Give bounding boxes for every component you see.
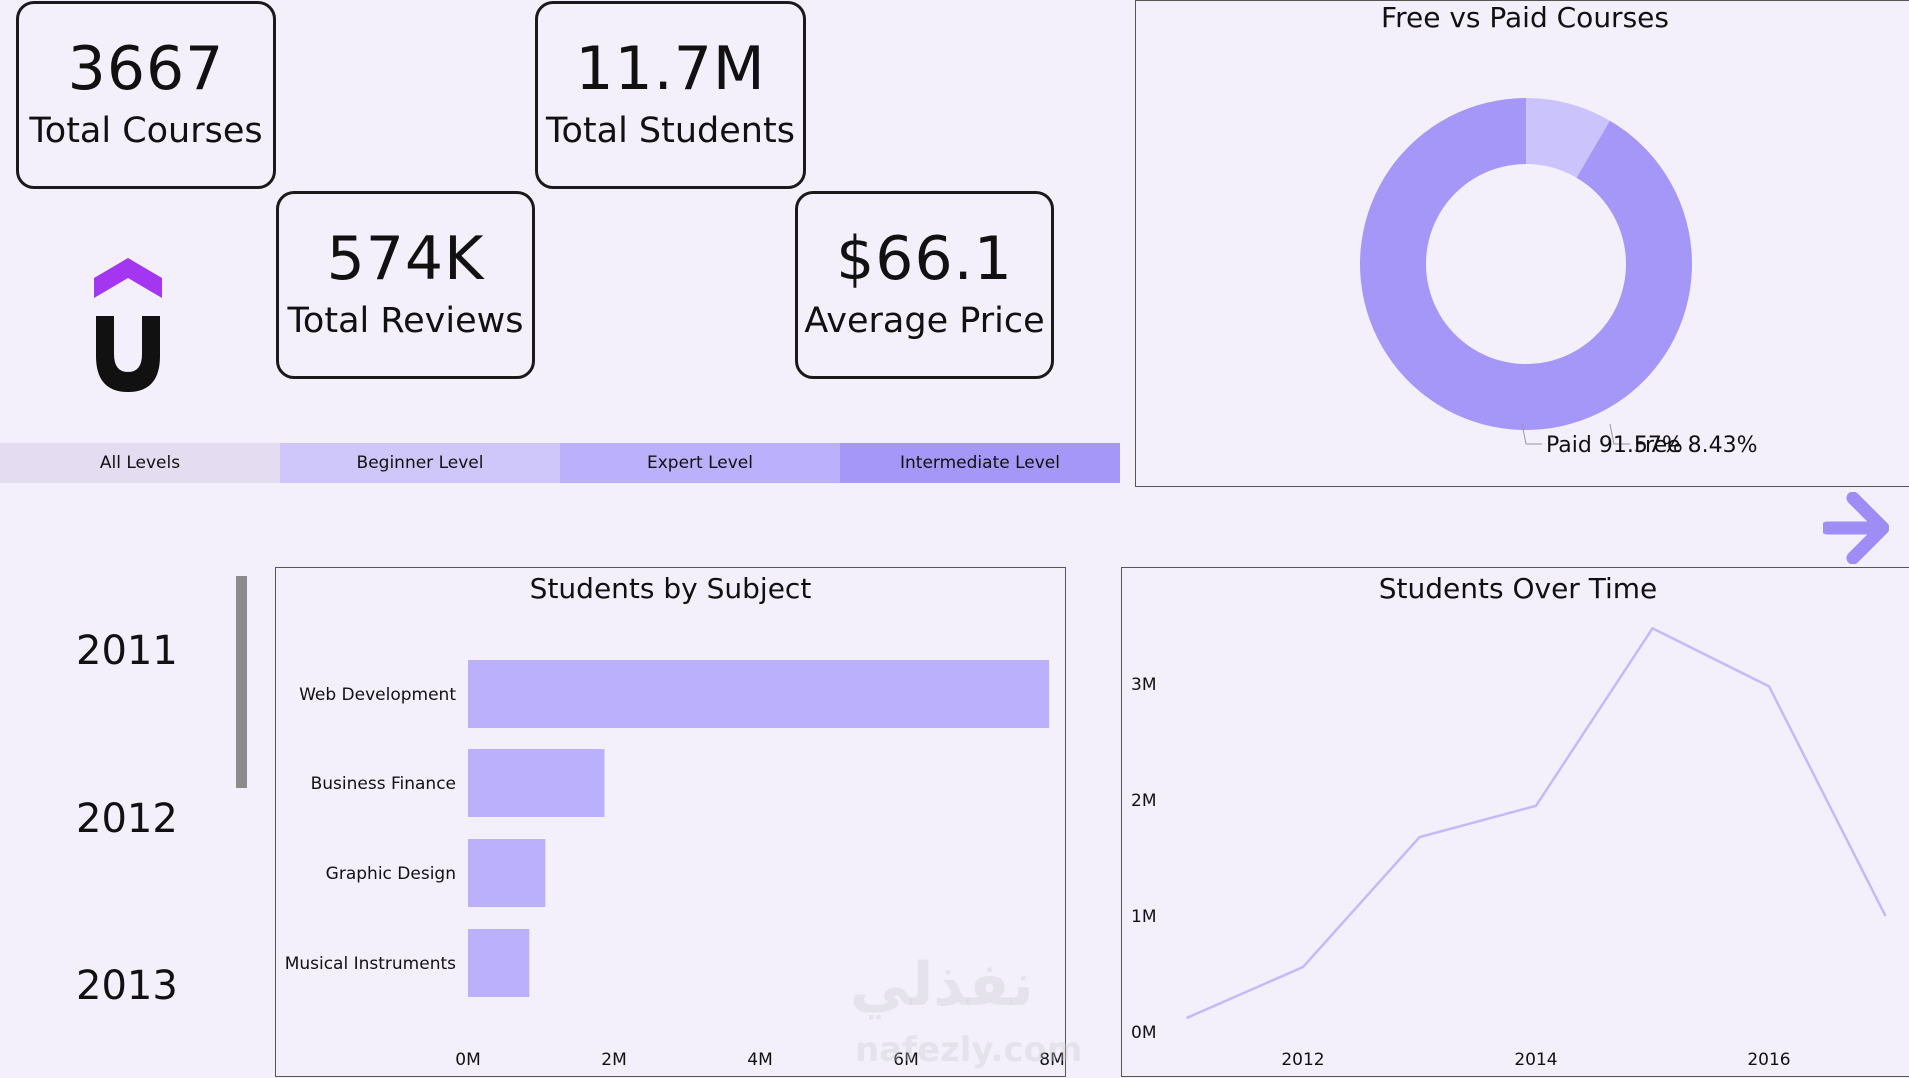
bar-musical-instruments[interactable]	[468, 929, 530, 997]
y-tick-label: 2M	[1131, 791, 1156, 811]
x-tick-label: 4M	[747, 1050, 772, 1070]
leader-line	[1609, 423, 1630, 445]
category-label: Business Finance	[311, 774, 456, 794]
students-over-time-panel: Students Over Time 0M 1M 2M 3M 2012 2014 2016	[1121, 567, 1909, 1077]
year-option[interactable]: 2012	[76, 796, 178, 842]
year-slicer-scrollbar[interactable]	[236, 576, 247, 788]
students-by-subject-chart: Web Development Business Finance Graphic D…	[285, 660, 1065, 1070]
series-line[interactable]	[1185, 626, 1887, 1020]
kpi-label: Total Reviews	[287, 301, 524, 341]
x-tick-label: 6M	[893, 1050, 918, 1070]
kpi-value: $66.1	[836, 224, 1013, 294]
chart-title: Students Over Time	[1378, 572, 1658, 605]
kpi-total-reviews: 574K Total Reviews	[276, 191, 535, 379]
category-label: Graphic Design	[326, 864, 456, 884]
kpi-value: 574K	[326, 224, 485, 294]
kpi-label: Average Price	[804, 301, 1045, 341]
donut-slice-free[interactable]	[1526, 98, 1610, 178]
x-tick-label: 8M	[1039, 1050, 1064, 1070]
year-option[interactable]: 2011	[76, 628, 178, 674]
y-tick-label: 0M	[1131, 1023, 1156, 1043]
bar-graphic-design[interactable]	[468, 839, 546, 907]
donut-slice-paid[interactable]	[1359, 98, 1692, 430]
chart-title: Students by Subject	[529, 572, 812, 605]
donut-label: Paid 91.57%	[1546, 433, 1683, 458]
data-point[interactable]	[1184, 1015, 1190, 1021]
x-tick-label: 2012	[1281, 1050, 1324, 1070]
category-label: Web Development	[299, 685, 456, 705]
udemy-logo-icon	[94, 258, 162, 392]
kpi-label: Total Courses	[29, 111, 263, 151]
level-option-intermediate-level[interactable]: Intermediate Level	[840, 443, 1120, 483]
level-option-all-levels[interactable]: All Levels	[0, 443, 280, 483]
category-label: Musical Instruments	[285, 954, 456, 974]
chart-title: Free vs Paid Courses	[1381, 1, 1669, 34]
year-option[interactable]: 2013	[76, 963, 178, 1009]
bar-web-development[interactable]	[468, 660, 1050, 728]
kpi-label: Total Students	[546, 111, 795, 151]
x-tick-label: 2M	[601, 1050, 626, 1070]
students-by-subject-panel: Students by Subject Web Development Busin…	[275, 567, 1066, 1077]
data-point[interactable]	[1533, 803, 1539, 809]
y-tick-label: 3M	[1131, 675, 1156, 695]
data-point[interactable]	[1417, 834, 1423, 840]
data-point[interactable]	[1883, 913, 1889, 919]
arrow-right-icon[interactable]	[1823, 492, 1889, 564]
kpi-value: 3667	[67, 34, 225, 104]
kpi-total-courses: 3667 Total Courses	[16, 1, 276, 189]
x-tick-label: 2014	[1514, 1050, 1557, 1070]
free-vs-paid-panel: Free vs Paid Courses Free 8.43% Paid 91.5…	[1135, 0, 1909, 487]
kpi-average-price: $66.1 Average Price	[795, 191, 1054, 379]
data-point[interactable]	[1766, 683, 1772, 689]
bar-business-finance[interactable]	[468, 749, 605, 817]
level-slicer: All Levels Beginner Level Expert Level Inte…	[0, 443, 1120, 483]
students-over-time-chart: 0M 1M 2M 3M 2012 2014 2016	[1131, 625, 1889, 1070]
data-point[interactable]	[1650, 625, 1656, 631]
kpi-total-students: 11.7M Total Students	[535, 1, 806, 189]
x-tick-label: 2016	[1747, 1050, 1790, 1070]
y-tick-label: 1M	[1131, 907, 1156, 927]
x-tick-label: 0M	[455, 1050, 480, 1070]
level-option-expert-level[interactable]: Expert Level	[560, 443, 840, 483]
donut-label: Free 8.43%	[1634, 433, 1758, 458]
kpi-value: 11.7M	[575, 34, 766, 104]
data-point[interactable]	[1300, 964, 1306, 970]
free-vs-paid-donut: Free 8.43%Paid 91.57%	[1359, 98, 1758, 458]
leader-line	[1521, 423, 1543, 445]
level-option-beginner-level[interactable]: Beginner Level	[280, 443, 560, 483]
